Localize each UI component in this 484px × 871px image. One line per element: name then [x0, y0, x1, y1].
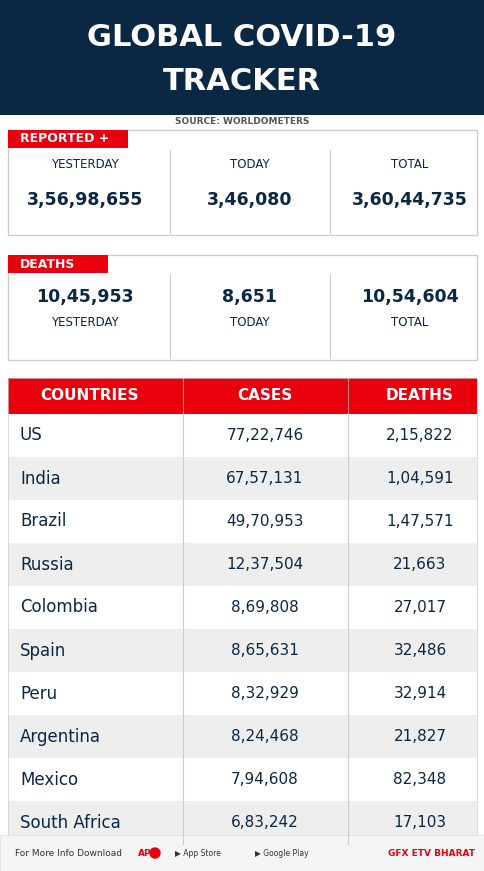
- Text: TRACKER: TRACKER: [163, 67, 320, 97]
- FancyBboxPatch shape: [8, 457, 476, 500]
- Text: 21,663: 21,663: [393, 557, 446, 572]
- Text: US: US: [20, 427, 43, 444]
- FancyBboxPatch shape: [8, 130, 476, 235]
- Text: South Africa: South Africa: [20, 814, 121, 832]
- FancyBboxPatch shape: [8, 715, 476, 758]
- Text: SOURCE: WORLDOMETERS: SOURCE: WORLDOMETERS: [174, 118, 309, 126]
- FancyBboxPatch shape: [8, 255, 476, 360]
- Text: 8,65,631: 8,65,631: [230, 643, 298, 658]
- Text: Spain: Spain: [20, 642, 66, 659]
- Text: YESTERDAY: YESTERDAY: [51, 316, 119, 329]
- Text: 32,486: 32,486: [393, 643, 446, 658]
- Text: 67,57,131: 67,57,131: [226, 471, 303, 486]
- Text: 77,22,746: 77,22,746: [226, 428, 303, 443]
- Text: 7,94,608: 7,94,608: [231, 772, 298, 787]
- Text: TOTAL: TOTAL: [391, 316, 428, 329]
- FancyBboxPatch shape: [8, 130, 128, 148]
- Text: 6,83,242: 6,83,242: [231, 815, 298, 830]
- Text: 10,45,953: 10,45,953: [36, 288, 134, 306]
- FancyBboxPatch shape: [8, 629, 476, 672]
- Text: 1,47,571: 1,47,571: [385, 514, 453, 529]
- Text: 8,69,808: 8,69,808: [231, 600, 298, 615]
- Text: 49,70,953: 49,70,953: [226, 514, 303, 529]
- Text: REPORTED +: REPORTED +: [20, 132, 109, 145]
- Text: Brazil: Brazil: [20, 512, 66, 530]
- Text: COUNTRIES: COUNTRIES: [41, 388, 139, 403]
- Text: Mexico: Mexico: [20, 771, 78, 788]
- Text: GLOBAL COVID-19: GLOBAL COVID-19: [87, 24, 396, 52]
- Text: 17,103: 17,103: [393, 815, 446, 830]
- Text: TODAY: TODAY: [230, 316, 269, 329]
- FancyBboxPatch shape: [8, 378, 476, 414]
- Text: 3,60,44,735: 3,60,44,735: [351, 191, 467, 209]
- Text: 1,04,591: 1,04,591: [385, 471, 453, 486]
- Text: CASES: CASES: [237, 388, 292, 403]
- Text: 3,56,98,655: 3,56,98,655: [27, 191, 143, 209]
- Text: YESTERDAY: YESTERDAY: [51, 159, 119, 172]
- Text: 21,827: 21,827: [393, 729, 446, 744]
- FancyBboxPatch shape: [8, 255, 108, 273]
- Text: Peru: Peru: [20, 685, 57, 703]
- Text: 32,914: 32,914: [393, 686, 446, 701]
- Text: APP: APP: [138, 848, 158, 858]
- Text: Argentina: Argentina: [20, 727, 101, 746]
- Text: 27,017: 27,017: [393, 600, 446, 615]
- Text: 12,37,504: 12,37,504: [226, 557, 303, 572]
- Text: ▶ App Store: ▶ App Store: [175, 848, 220, 858]
- FancyBboxPatch shape: [8, 543, 476, 586]
- FancyBboxPatch shape: [0, 0, 484, 115]
- Text: 82,348: 82,348: [393, 772, 446, 787]
- FancyBboxPatch shape: [8, 801, 476, 844]
- Text: 8,32,929: 8,32,929: [230, 686, 298, 701]
- Text: Colombia: Colombia: [20, 598, 98, 617]
- Text: DEATHS: DEATHS: [385, 388, 453, 403]
- Text: Russia: Russia: [20, 556, 74, 573]
- Text: India: India: [20, 469, 60, 488]
- Text: 8,651: 8,651: [222, 288, 277, 306]
- Text: 10,54,604: 10,54,604: [361, 288, 458, 306]
- Text: TODAY: TODAY: [230, 159, 269, 172]
- Text: 2,15,822: 2,15,822: [385, 428, 453, 443]
- Text: GFX ETV BHARAT: GFX ETV BHARAT: [387, 848, 474, 858]
- Circle shape: [150, 848, 160, 858]
- FancyBboxPatch shape: [0, 835, 484, 871]
- Text: TOTAL: TOTAL: [391, 159, 428, 172]
- Text: 8,24,468: 8,24,468: [231, 729, 298, 744]
- Text: For More Info Download: For More Info Download: [15, 848, 122, 858]
- Text: DEATHS: DEATHS: [20, 258, 75, 271]
- Text: 3,46,080: 3,46,080: [207, 191, 292, 209]
- Text: ▶ Google Play: ▶ Google Play: [255, 848, 308, 858]
